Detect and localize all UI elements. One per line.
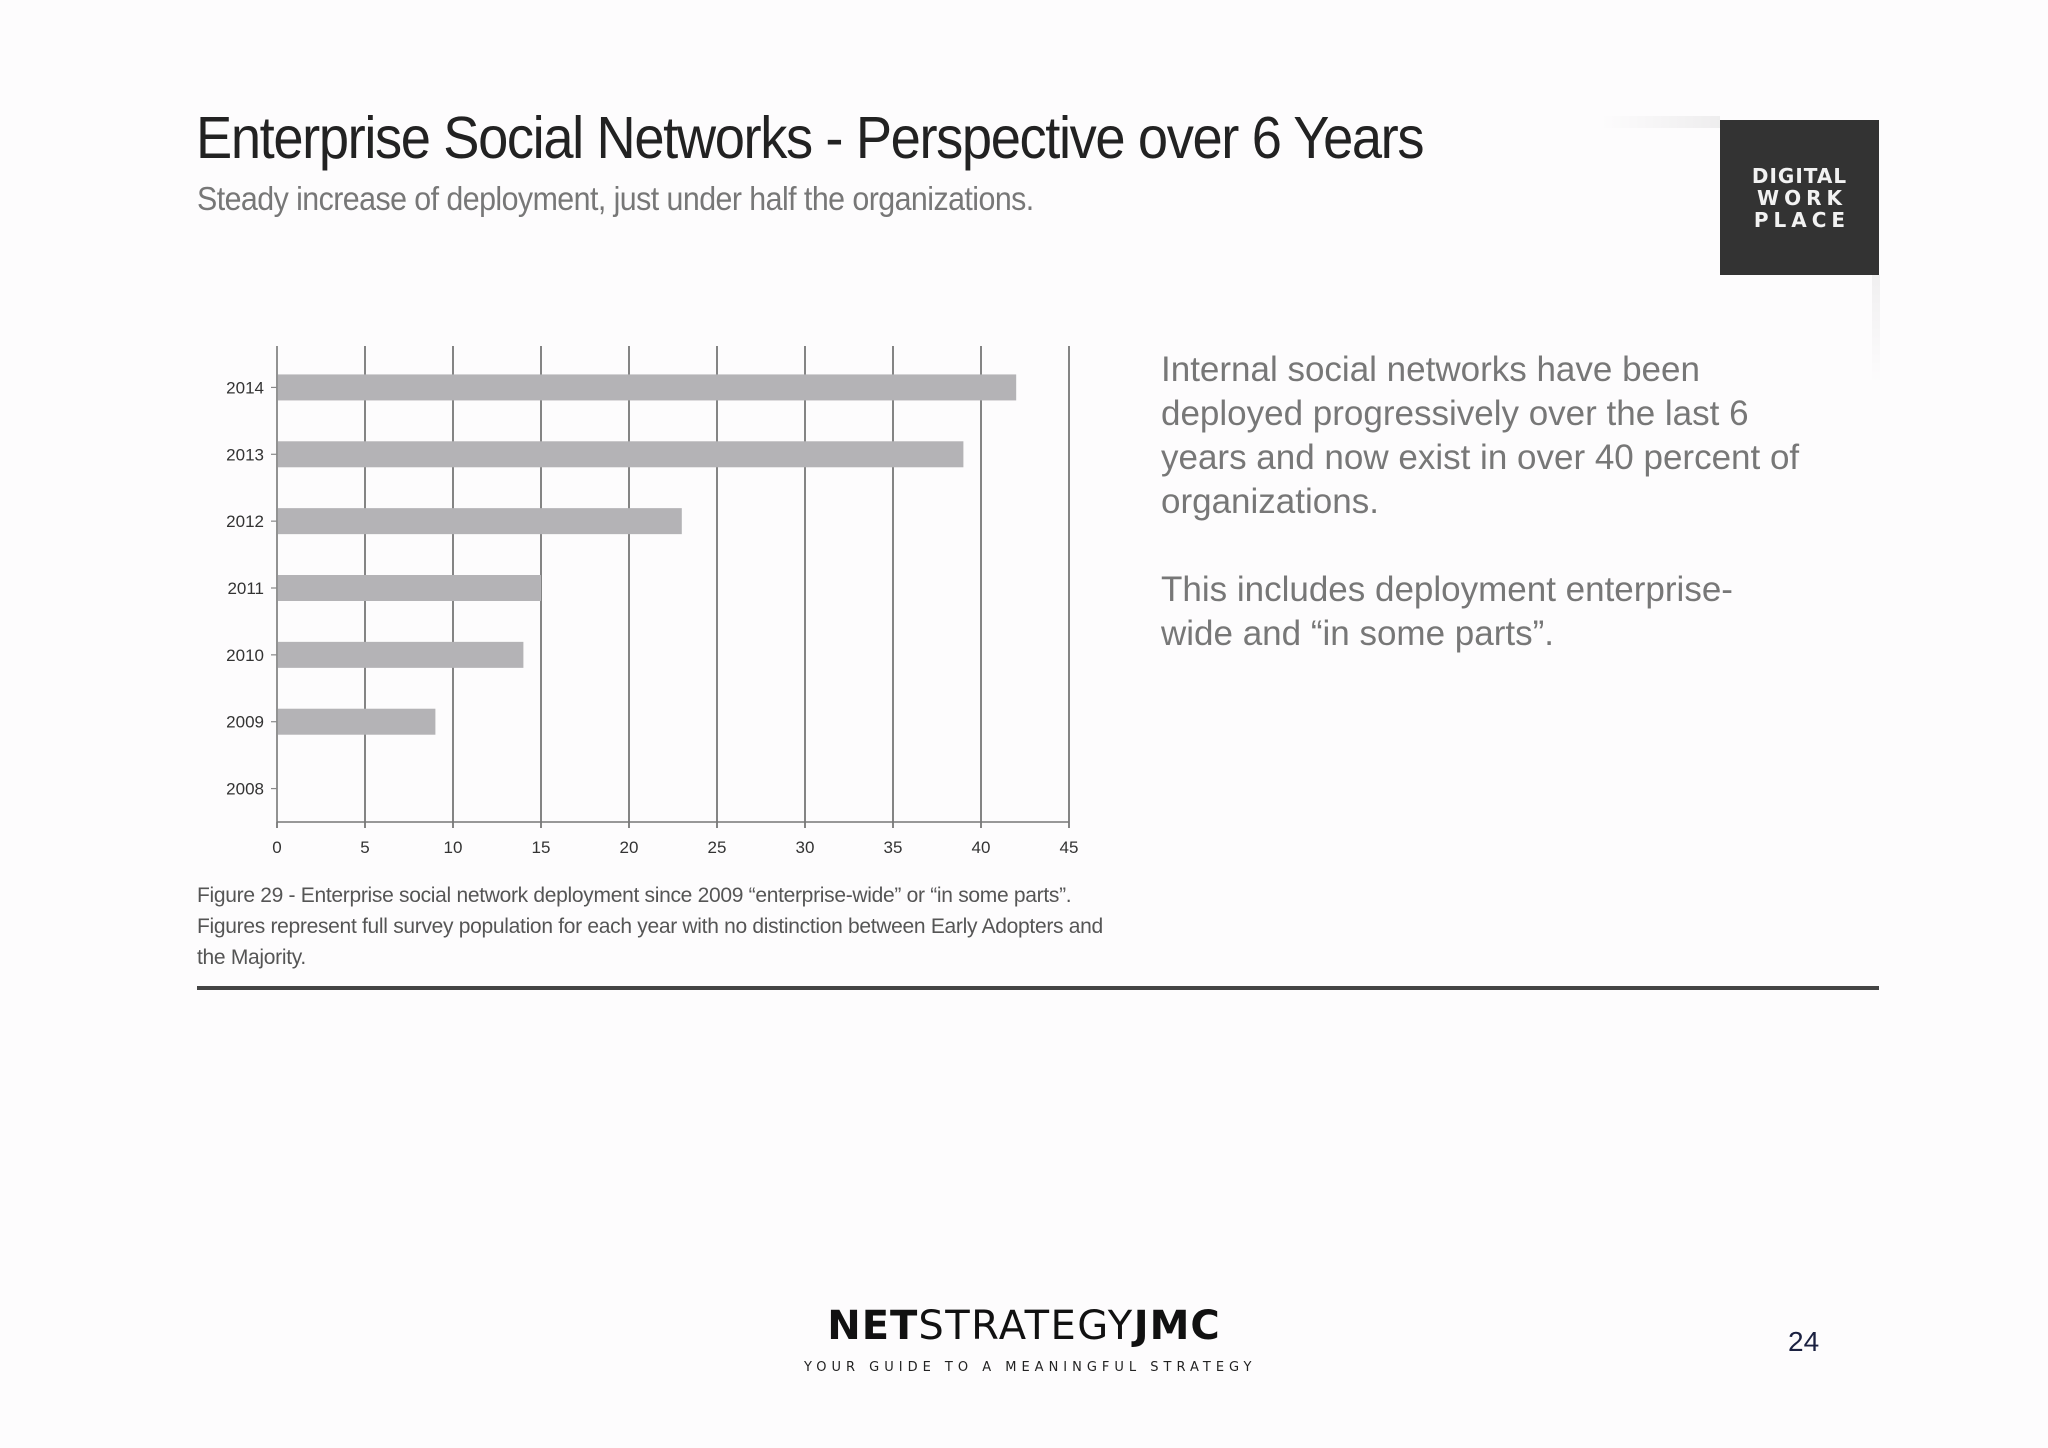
logo-line-3: PLACE	[1753, 207, 1851, 232]
y-tick-label-2010: 2010	[226, 646, 264, 665]
brand-name: NETSTRATEGYJMC	[804, 1302, 1244, 1350]
x-tick-label-35: 35	[884, 838, 903, 857]
bar-2014	[278, 374, 1017, 401]
brand-part-jmc: JMC	[1133, 1303, 1221, 1349]
y-tick-label-2012: 2012	[226, 512, 264, 531]
slide-title: Enterprise Social Networks - Perspective…	[196, 105, 1425, 171]
netstrategy-brand: NETSTRATEGYJMC YOUR GUIDE TO A MEANINGFU…	[804, 1302, 1257, 1375]
x-tick-label-15: 15	[532, 838, 551, 857]
logo-line-2: WORK	[1757, 185, 1847, 210]
bar-2012	[278, 508, 682, 535]
x-tick-label-10: 10	[444, 838, 463, 857]
bar-2011	[278, 575, 541, 601]
logo-shadow	[1600, 116, 1720, 128]
digital-workplace-logo: DIGITAL WORK PLACE	[1720, 120, 1879, 275]
logo-shadow-vertical	[1872, 275, 1880, 385]
figure-caption: Figure 29 - Enterprise social network de…	[197, 884, 1103, 969]
y-tick-label-2011: 2011	[227, 579, 264, 598]
body-paragraph-2: This includes deployment enterprise-wide…	[1161, 570, 1733, 653]
x-tick-label-45: 45	[1060, 838, 1079, 857]
logo-line-1: DIGITAL	[1751, 163, 1848, 188]
x-tick-label-30: 30	[796, 838, 815, 857]
deployment-bar-chart: 0 5 10 15 20 25 30 35 40 45 2014 2013 2012 2011 2010 20…	[226, 346, 1079, 857]
brand-tagline: YOUR GUIDE TO A MEANINGFUL STRATEGY	[804, 1360, 1257, 1375]
x-tick-label-0: 0	[272, 838, 281, 857]
body-paragraph-1: Internal social networks have been deplo…	[1161, 350, 1800, 521]
page-number: 24	[1788, 1326, 1820, 1357]
y-tick-label-2014: 2014	[226, 378, 264, 397]
y-tick-label-2009: 2009	[226, 713, 264, 732]
x-tick-label-20: 20	[620, 838, 639, 857]
brand-part-strategy: STRATEGY	[918, 1303, 1134, 1349]
y-tick-label-2008: 2008	[226, 780, 264, 799]
y-tick-label-2013: 2013	[226, 445, 264, 464]
bar-2010	[278, 641, 524, 668]
bar-2009	[278, 708, 436, 735]
body-text: Internal social networks have been deplo…	[1161, 348, 1801, 700]
bar-2013	[278, 441, 964, 468]
brand-part-net: NET	[827, 1303, 919, 1349]
x-tick-label-25: 25	[708, 838, 727, 857]
x-tick-label-5: 5	[360, 838, 369, 857]
x-tick-label-40: 40	[972, 838, 991, 857]
slide-subtitle: Steady increase of deployment, just unde…	[197, 180, 1034, 217]
horizontal-rule	[197, 986, 1879, 990]
